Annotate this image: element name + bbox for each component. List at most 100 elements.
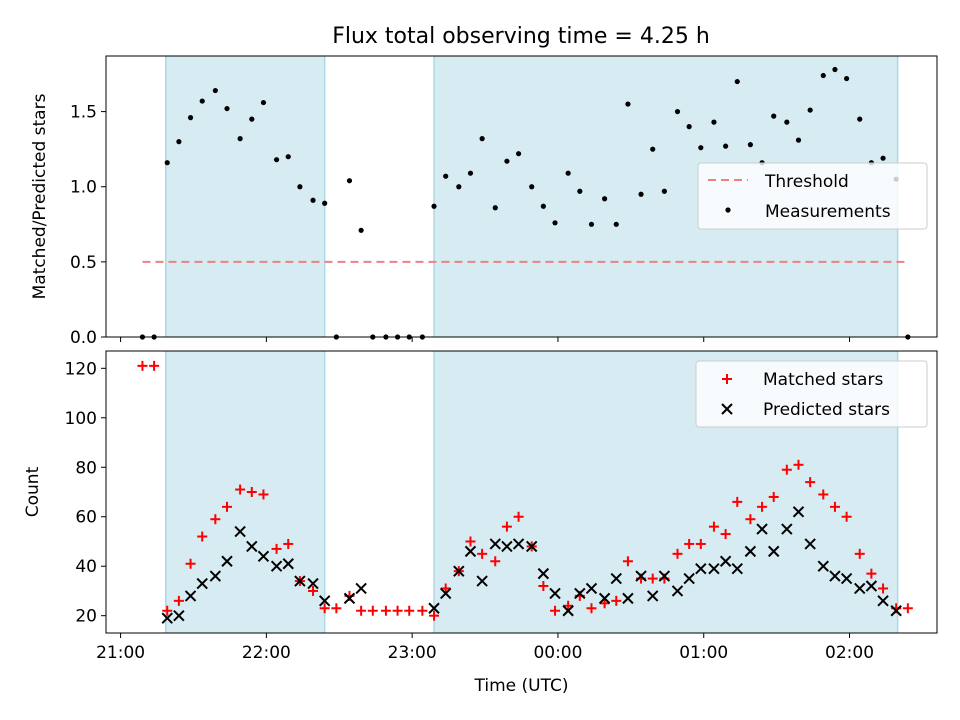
matched-star-point	[440, 583, 451, 594]
matched-star-point	[695, 538, 706, 549]
measurement-point	[515, 151, 522, 157]
predicted-star-point	[428, 602, 440, 614]
measurement-point	[529, 184, 535, 190]
marker-stroke	[719, 555, 732, 567]
measurement-point	[431, 203, 437, 209]
marker-stroke	[647, 590, 659, 602]
measurement-point	[880, 155, 886, 161]
matched-star-point	[367, 605, 378, 616]
top-legend: Threshold Measurements	[697, 162, 928, 230]
x-tick-label: 02:00	[825, 643, 874, 663]
measurement-point	[164, 160, 170, 166]
marker-stroke	[671, 585, 684, 597]
measurement-point	[844, 75, 850, 82]
measurement-point	[698, 145, 704, 151]
predicted-star-point	[708, 562, 720, 575]
predicted-star-point	[804, 538, 816, 550]
predicted-star-point	[184, 590, 197, 602]
y-tick-label: 1.0	[70, 178, 97, 198]
measurement-point	[297, 184, 303, 190]
measurement-point	[492, 205, 498, 211]
y-tick-label: 20	[75, 607, 97, 627]
y-tick-label: 0.5	[70, 253, 97, 273]
legend-matched-label: Matched stars	[763, 370, 883, 390]
predicted-star-point	[525, 540, 538, 553]
matched-star-point	[149, 360, 160, 371]
predicted-star-point	[658, 570, 671, 582]
measurement-point	[552, 220, 558, 226]
predicted-star-point	[890, 605, 902, 617]
measurement-point	[638, 191, 644, 197]
marker-stroke	[865, 580, 878, 592]
marker-stroke	[453, 565, 465, 577]
measurement-point	[273, 157, 280, 163]
marker-stroke	[489, 538, 501, 550]
measurement-point	[212, 87, 218, 94]
marker-stroke	[610, 572, 622, 585]
measurement-point	[565, 170, 571, 176]
matched-star-point	[185, 558, 196, 569]
marker-stroke	[574, 587, 586, 600]
x-tick-label: 01:00	[679, 643, 728, 663]
measurement-point	[650, 146, 656, 152]
marker-stroke	[270, 560, 283, 572]
predicted-star-point	[257, 550, 270, 563]
matched-star-point	[162, 605, 173, 616]
marker-stroke	[744, 545, 757, 558]
measurement-point	[711, 119, 717, 125]
marker-stroke	[173, 609, 185, 622]
x-tick-label: 21:00	[96, 643, 145, 663]
marker-stroke	[318, 595, 331, 607]
measurement-point	[784, 119, 790, 125]
matched-star-point	[392, 605, 403, 616]
y-tick-label: 80	[75, 458, 97, 478]
predicted-star-point	[161, 612, 173, 624]
matched-star-point	[271, 543, 282, 554]
measurement-point	[249, 116, 255, 122]
measurement-point	[577, 188, 583, 194]
matched-star-point	[902, 603, 913, 614]
x-tick-label: 00:00	[533, 643, 582, 663]
matched-star-point	[781, 464, 792, 475]
measurement-point	[467, 170, 474, 176]
marker-stroke	[209, 570, 222, 582]
marker-stroke	[196, 577, 208, 590]
measurement-point	[613, 221, 619, 227]
measurement-point	[224, 105, 230, 112]
matched-star-point	[417, 605, 428, 616]
marker-stroke	[294, 575, 306, 587]
measurement-point	[237, 136, 243, 142]
marker-stroke	[512, 538, 525, 550]
predicted-stars-series	[161, 506, 902, 624]
marker-stroke	[562, 605, 574, 617]
predicted-star-point	[282, 558, 294, 570]
matched-star-point	[672, 548, 683, 559]
predicted-star-point	[307, 577, 319, 590]
predicted-star-point	[476, 575, 488, 587]
matched-star-point	[222, 501, 233, 512]
predicted-star-point	[196, 577, 208, 590]
predicted-star-point	[562, 605, 574, 617]
y-tick-label: 100	[65, 409, 97, 429]
matched-star-point	[538, 581, 549, 591]
y-tick-label: 1.5	[70, 103, 97, 123]
matched-star-point	[513, 511, 524, 522]
matched-star-point	[854, 548, 865, 559]
matched-star-point	[550, 605, 561, 616]
matched-star-point	[599, 598, 610, 609]
predicted-star-point	[671, 585, 684, 597]
predicted-star-point	[598, 592, 611, 605]
marker-stroke	[683, 572, 695, 585]
measurement-point	[358, 227, 364, 233]
marker-stroke	[476, 575, 488, 587]
marker-stroke	[307, 577, 319, 590]
predicted-star-point	[585, 582, 598, 595]
measurement-point	[820, 72, 826, 79]
predicted-star-point	[549, 587, 561, 600]
measurement-point	[588, 221, 595, 227]
matched-star-point	[283, 538, 294, 549]
marker-stroke	[840, 572, 853, 585]
bottom-panel: 20 40 60 80 100 120 21:00 22:00 23:00 00:00 01:00…	[23, 350, 938, 696]
matched-star-point	[173, 595, 184, 606]
bottom-legend: Matched stars Predicted stars	[695, 360, 928, 428]
